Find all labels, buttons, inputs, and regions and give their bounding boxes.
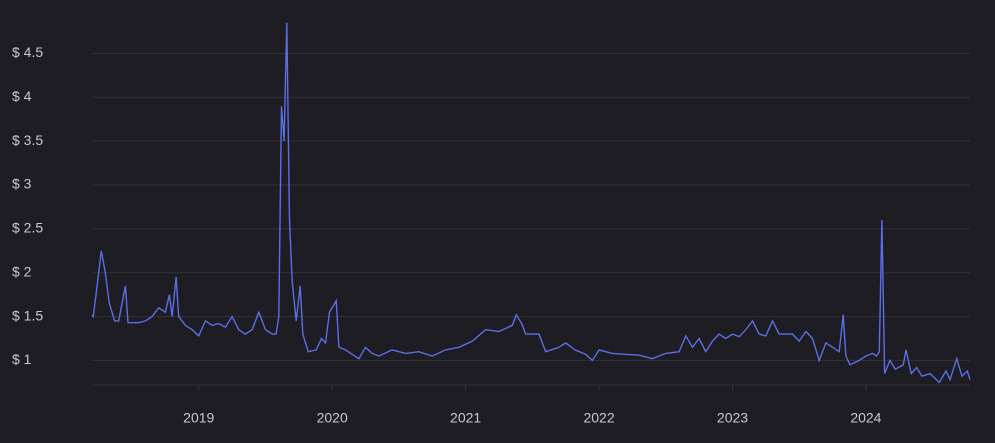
y-tick-label: $ 4 — [12, 88, 32, 104]
x-tick-label: 2023 — [717, 410, 748, 426]
y-tick-label: $ 2.5 — [12, 220, 43, 236]
x-tick-label: 2021 — [450, 410, 481, 426]
y-tick-label: $ 4.5 — [12, 44, 43, 60]
x-tick-label: 2022 — [583, 410, 614, 426]
x-tick-label: 2020 — [317, 410, 348, 426]
y-tick-label: $ 1.5 — [12, 307, 43, 323]
price-line — [91, 22, 971, 384]
y-tick-label: $ 3 — [12, 176, 32, 192]
x-tick-label: 2019 — [183, 410, 214, 426]
x-tick-label: 2024 — [850, 410, 881, 426]
y-tick-label: $ 1 — [12, 351, 32, 367]
y-tick-label: $ 3.5 — [12, 132, 43, 148]
y-tick-label: $ 2 — [12, 263, 32, 279]
